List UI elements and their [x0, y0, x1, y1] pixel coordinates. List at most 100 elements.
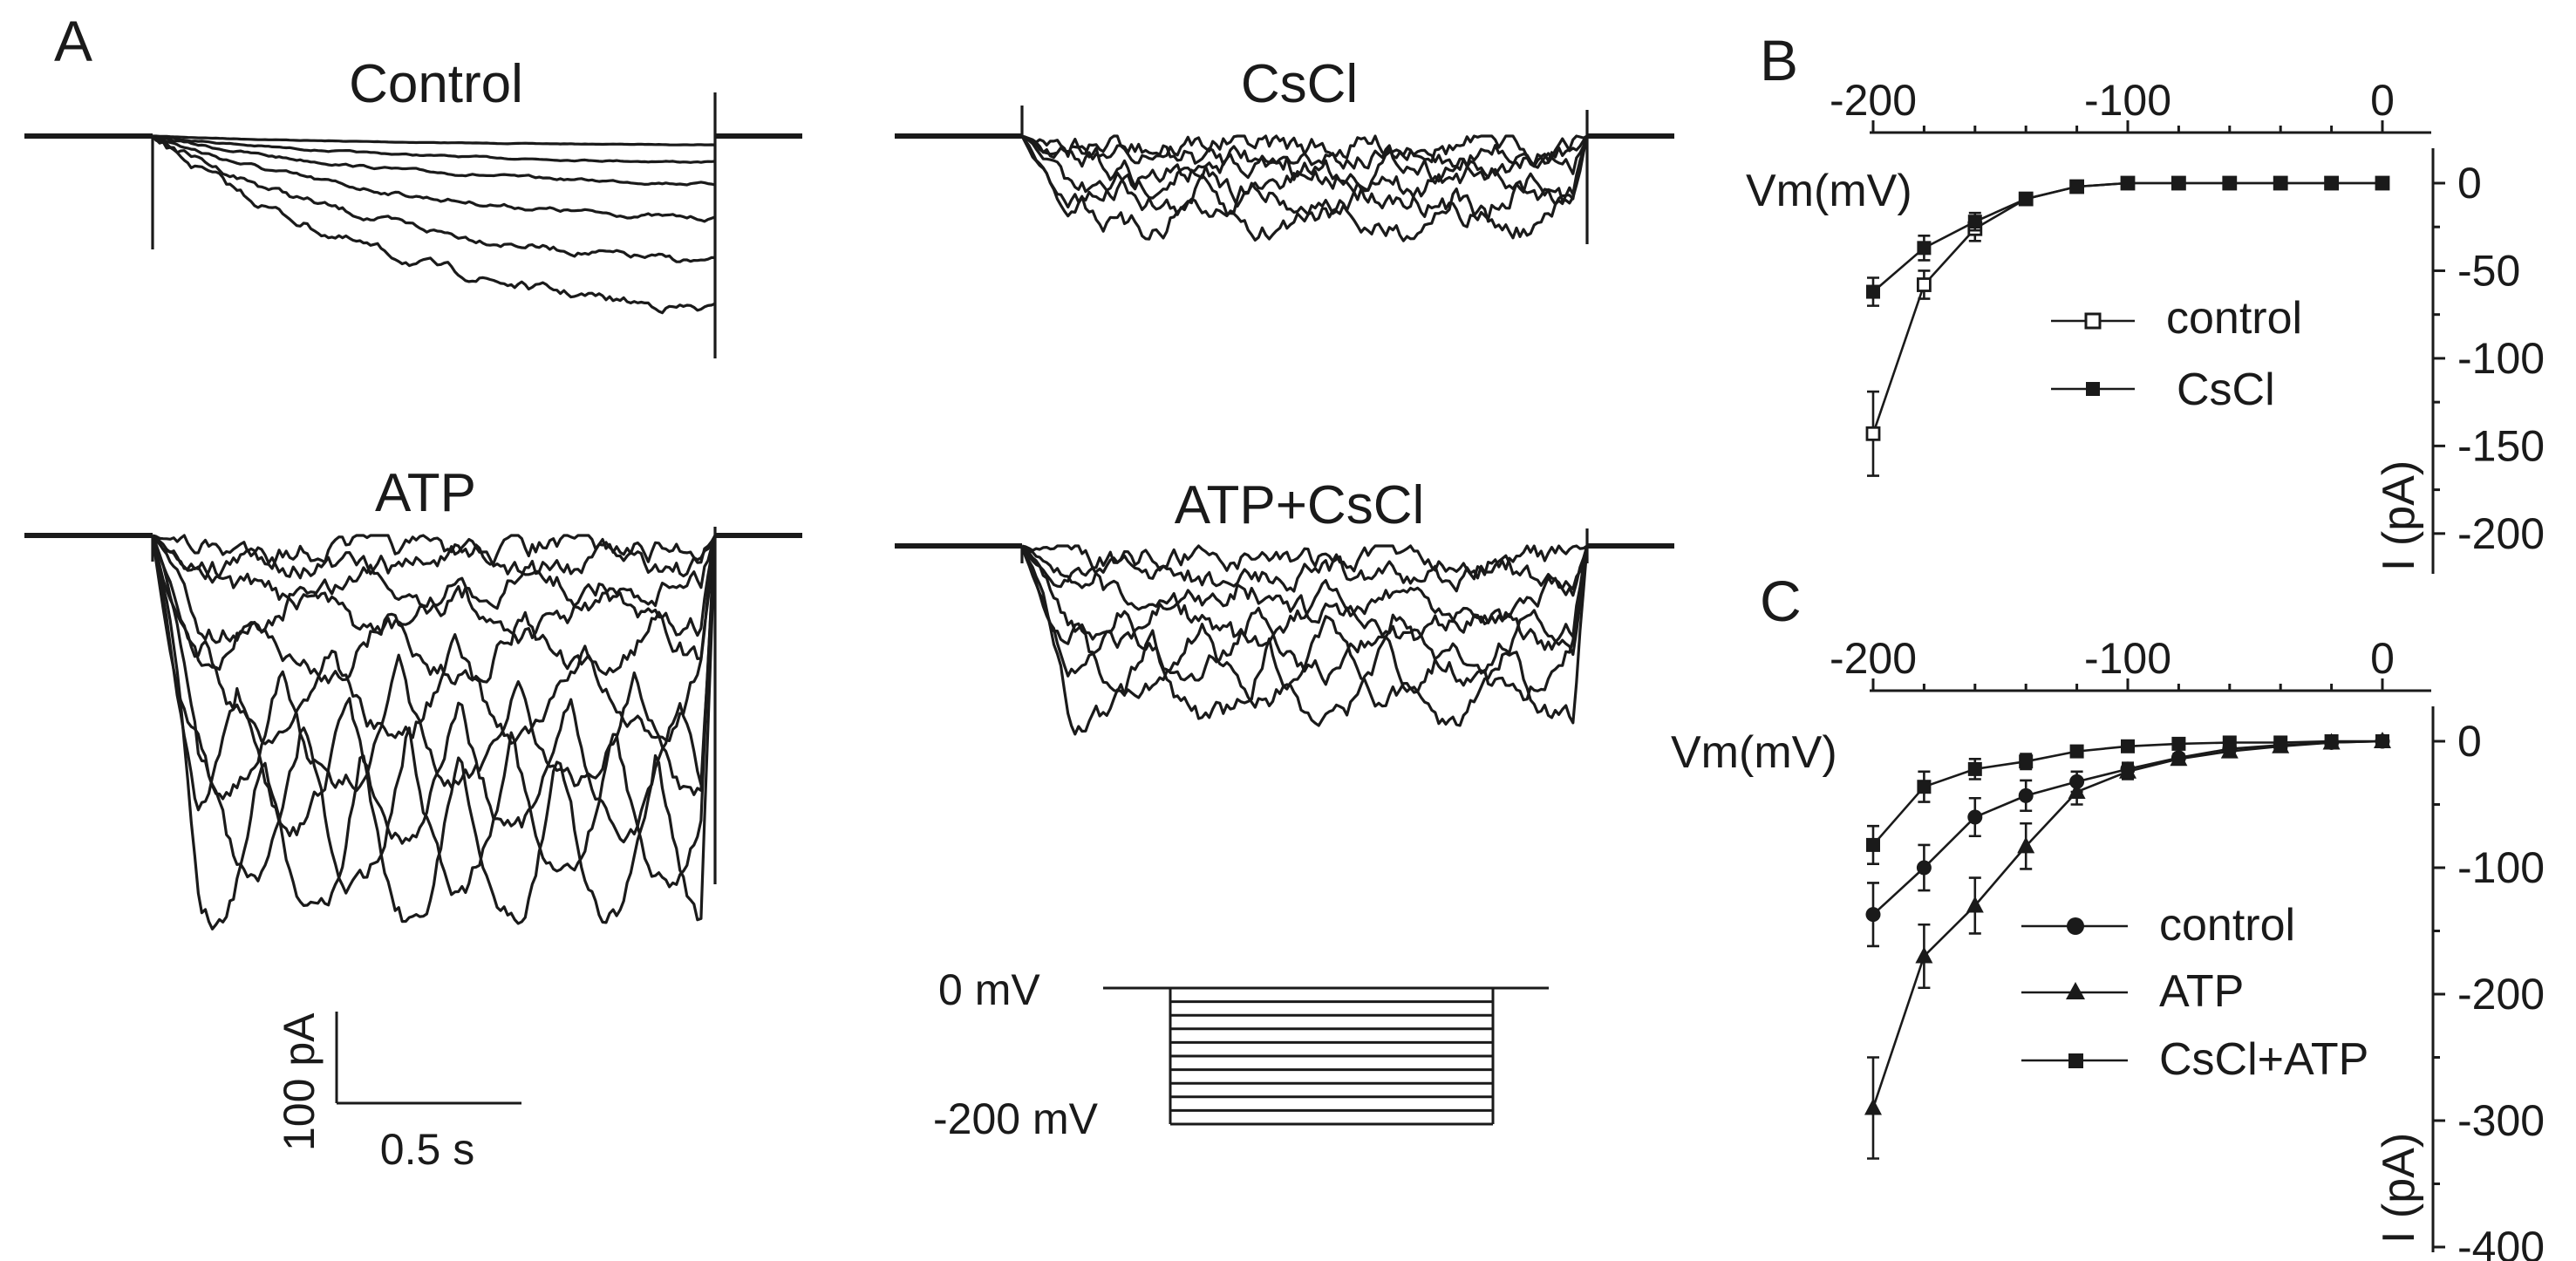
current-sweep	[1021, 134, 1589, 180]
current-sweep	[152, 534, 717, 584]
current-sweep	[1020, 545, 1589, 634]
panel-c-ylabel: I (pA)	[2374, 1133, 2424, 1244]
current-sweep	[151, 535, 717, 845]
data-point	[1917, 241, 1932, 256]
panel-c-plot: -200 -100 0 0 -100 -200 -300 -400	[1830, 634, 2545, 1261]
data-point	[2375, 734, 2389, 748]
current-sweep	[1020, 545, 1589, 736]
data-point	[2121, 739, 2135, 753]
data-point	[2324, 176, 2339, 190]
data-point	[1865, 426, 1881, 441]
panel-b-label: B	[1760, 28, 1798, 92]
current-sweep	[1020, 545, 1589, 651]
legend-c-control-label: control	[2159, 900, 2295, 951]
legend-b-control-label: control	[2166, 293, 2302, 344]
trace-atp-title: ATP	[375, 463, 476, 523]
x-tick-label: -200	[1830, 634, 1917, 683]
current-sweep	[151, 534, 717, 644]
panel-b: B Vm(mV) I (pA) -200 -100 00-50-100-150-20…	[1746, 28, 2545, 574]
y-tick-label: -300	[2457, 1096, 2545, 1145]
voltage-protocol: 0 mV -200 mV	[933, 965, 1549, 1143]
trace-atp-sweeps	[24, 527, 802, 930]
trace-atp-cscl-sweeps	[895, 528, 1674, 736]
data-point	[2019, 192, 2034, 207]
current-sweep	[151, 134, 716, 315]
scale-bar-current-label: 100 pA	[275, 1012, 324, 1151]
x-tick-label: -100	[2084, 76, 2171, 125]
data-point	[2069, 180, 2084, 194]
data-point	[1864, 1098, 1882, 1115]
data-point	[2068, 782, 2086, 799]
y-tick-label: -200	[2457, 509, 2545, 558]
y-tick-label: 0	[2457, 159, 2482, 208]
data-point	[2220, 741, 2239, 759]
data-point	[2170, 749, 2188, 767]
current-sweep	[151, 535, 717, 930]
panel-c-label: C	[1760, 569, 1802, 633]
x-tick-label: 0	[2370, 76, 2395, 125]
data-point	[2171, 736, 2186, 751]
panel-b-plot: -200 -100 0 0 -50 -100 -150 -200	[1830, 76, 2545, 574]
data-point	[1916, 277, 1932, 292]
legend-c-cscl-atp-marker	[2068, 1053, 2083, 1068]
data-point	[1966, 896, 1984, 913]
legend-b-cscl-label: CsCl	[2177, 365, 2275, 415]
data-point	[1866, 284, 1880, 299]
data-point	[1967, 215, 1982, 229]
x-tick-label: -200	[1830, 76, 1917, 125]
x-tick-label: 0	[2370, 634, 2395, 683]
data-point	[2222, 176, 2237, 190]
protocol-200mv-label: -200 mV	[933, 1094, 1099, 1143]
current-sweep	[151, 135, 715, 263]
panel-c-xlabel: Vm(mV)	[1671, 727, 1837, 778]
current-sweep	[1020, 135, 1589, 228]
data-point	[2273, 735, 2288, 750]
y-tick-label: 0	[2457, 717, 2482, 766]
data-point	[2121, 176, 2135, 190]
data-point	[1915, 946, 1933, 964]
trace-cscl-sweeps	[895, 106, 1674, 244]
trace-control-sweeps	[24, 92, 802, 358]
data-point	[1916, 860, 1932, 876]
trace-atp-cscl: ATP+CsCl	[895, 475, 1674, 736]
data-point	[2018, 787, 2034, 803]
series-line	[1872, 181, 2382, 293]
data-point	[1917, 780, 1932, 794]
legend-c-atp-marker	[2066, 982, 2085, 999]
legend-c-atp-label: ATP	[2159, 966, 2244, 1017]
data-point	[2119, 761, 2136, 779]
panel-c: C Vm(mV) I (pA) -200 -100 0 0 -100 -200 -300 -4…	[1671, 569, 2545, 1261]
panel-b-xlabel: Vm(mV)	[1746, 166, 1912, 216]
capacitive-transient	[151, 527, 717, 884]
current-sweep	[1020, 135, 1589, 242]
current-sweep	[152, 534, 717, 570]
current-sweep	[1020, 545, 1589, 687]
data-point	[2069, 744, 2084, 759]
current-sweep	[151, 535, 717, 896]
y-tick-label: -50	[2457, 246, 2520, 295]
current-sweep	[151, 535, 717, 801]
capacitive-transient	[1020, 106, 1589, 244]
legend-b-control-marker	[2084, 312, 2102, 330]
x-tick-label: -100	[2084, 634, 2171, 683]
panel-a-label: A	[54, 9, 92, 73]
legend-c-control-marker	[2067, 917, 2084, 935]
trace-cscl-title: CsCl	[1241, 54, 1358, 114]
current-sweep	[1021, 544, 1588, 581]
legend-b-cscl-marker	[2086, 382, 2100, 396]
panel-c-legend: control ATP CsCl+ATP	[2021, 900, 2368, 1085]
panel-b-legend: control CsCl	[2051, 293, 2302, 415]
current-sweep	[152, 134, 716, 223]
current-sweep	[151, 535, 717, 685]
data-point	[2171, 176, 2186, 190]
trace-atp-cscl-title: ATP+CsCl	[1175, 475, 1425, 535]
series-line	[1871, 181, 2382, 434]
data-point	[1866, 837, 1880, 852]
trace-control: Control	[24, 54, 802, 358]
data-point	[2017, 836, 2035, 854]
voltage-protocol-drawing	[1103, 986, 1549, 1126]
y-tick-label: -400	[2457, 1223, 2545, 1261]
legend-c-cscl-atp-label: CsCl+ATP	[2159, 1034, 2368, 1085]
scale-bar: 100 pA 0.5 s	[275, 1012, 521, 1174]
